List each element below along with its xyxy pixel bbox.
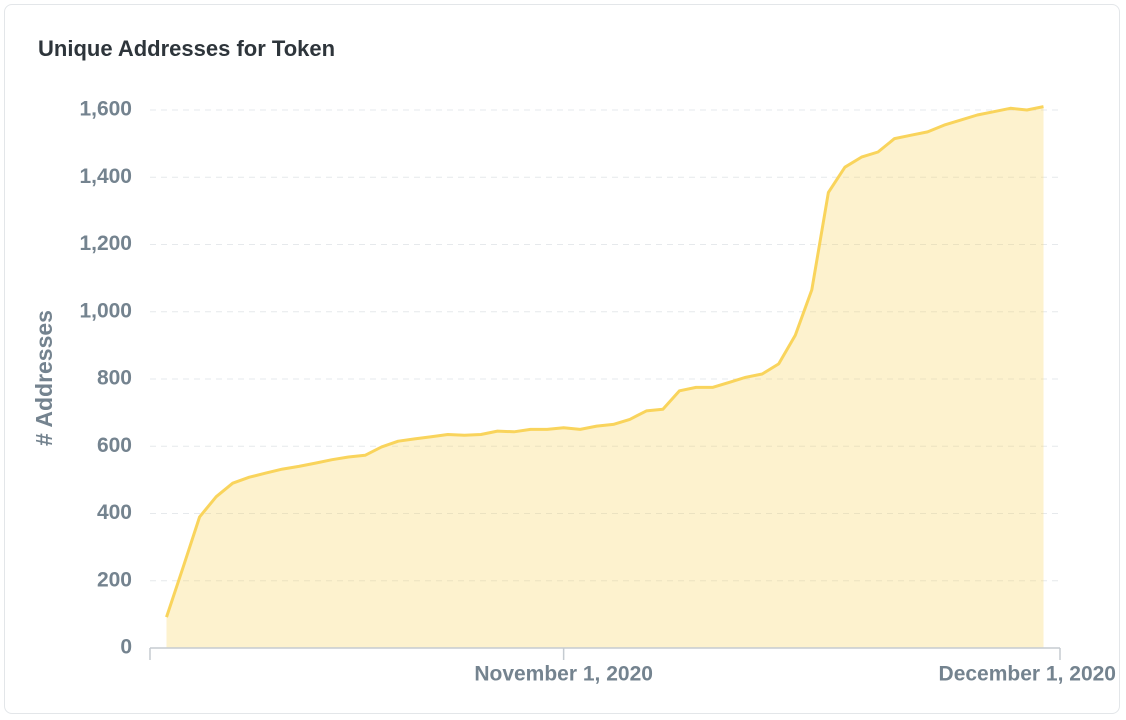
y-tick-label: 200 xyxy=(97,568,132,591)
x-tick-label: November 1, 2020 xyxy=(474,663,653,686)
y-tick-label: 0 xyxy=(120,636,132,659)
y-tick-label: 600 xyxy=(97,434,132,457)
y-axis-title: # Addresses xyxy=(31,310,57,446)
y-tick-label: 800 xyxy=(97,367,132,390)
y-tick-label: 1,600 xyxy=(79,98,132,121)
y-tick-label: 400 xyxy=(97,501,132,524)
y-tick-label: 1,200 xyxy=(79,232,132,255)
card xyxy=(4,4,1120,714)
y-tick-label: 1,000 xyxy=(79,299,132,322)
x-tick-label: December 1, 2020 xyxy=(939,663,1116,686)
chart-title: Unique Addresses for Token xyxy=(38,36,335,61)
line xyxy=(165,105,1044,618)
area xyxy=(166,106,1044,649)
y-tick-label: 1,400 xyxy=(79,165,132,188)
